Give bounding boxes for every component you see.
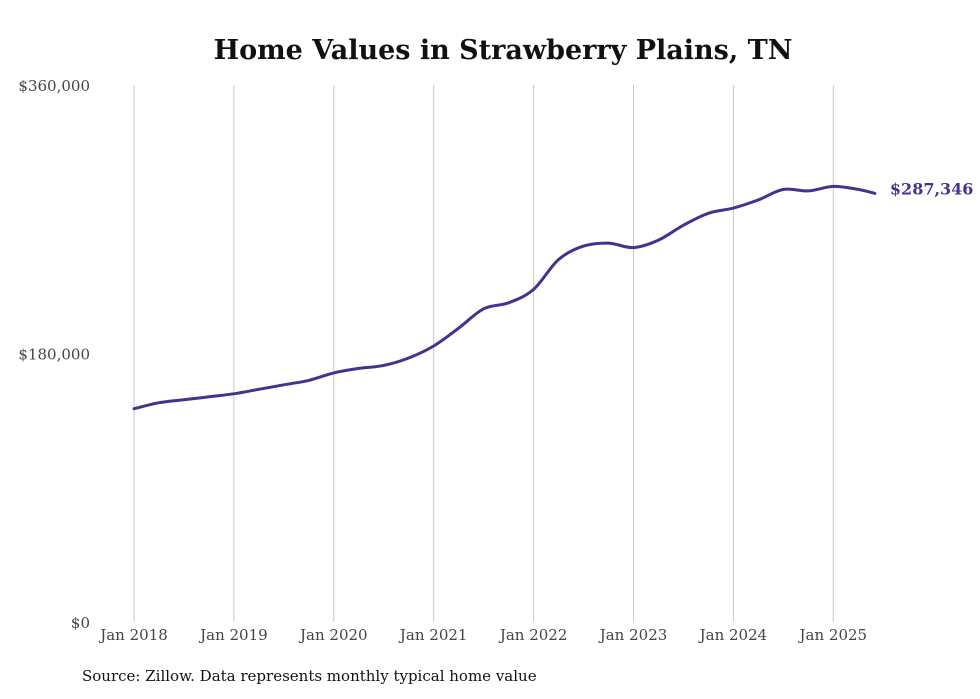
x-tick-label: Jan 2024 <box>698 626 768 644</box>
x-tick-label: Jan 2019 <box>198 626 268 644</box>
y-tick-label: $180,000 <box>18 346 90 364</box>
home-value-line <box>132 184 877 411</box>
x-tick-label: Jan 2022 <box>498 626 568 644</box>
y-axis-ticks: $0 $180,000 $360,000 <box>18 77 90 632</box>
x-tick-label: Jan 2021 <box>398 626 468 644</box>
grid-lines <box>133 85 834 622</box>
x-tick-label: Jan 2020 <box>298 626 368 644</box>
y-tick-label: $360,000 <box>18 77 90 95</box>
x-axis-ticks: Jan 2018 Jan 2019 Jan 2020 Jan 2021 Jan 2022… <box>98 626 867 644</box>
chart-title: Home Values in Strawberry Plains, TN <box>214 35 793 66</box>
end-value-label: $287,346 <box>890 179 974 198</box>
x-tick-label: Jan 2025 <box>798 626 868 644</box>
x-tick-label: Jan 2023 <box>598 626 668 644</box>
source-note: Source: Zillow. Data represents monthly … <box>82 667 537 685</box>
y-tick-label: $0 <box>71 614 90 632</box>
x-tick-label: Jan 2018 <box>98 626 168 644</box>
